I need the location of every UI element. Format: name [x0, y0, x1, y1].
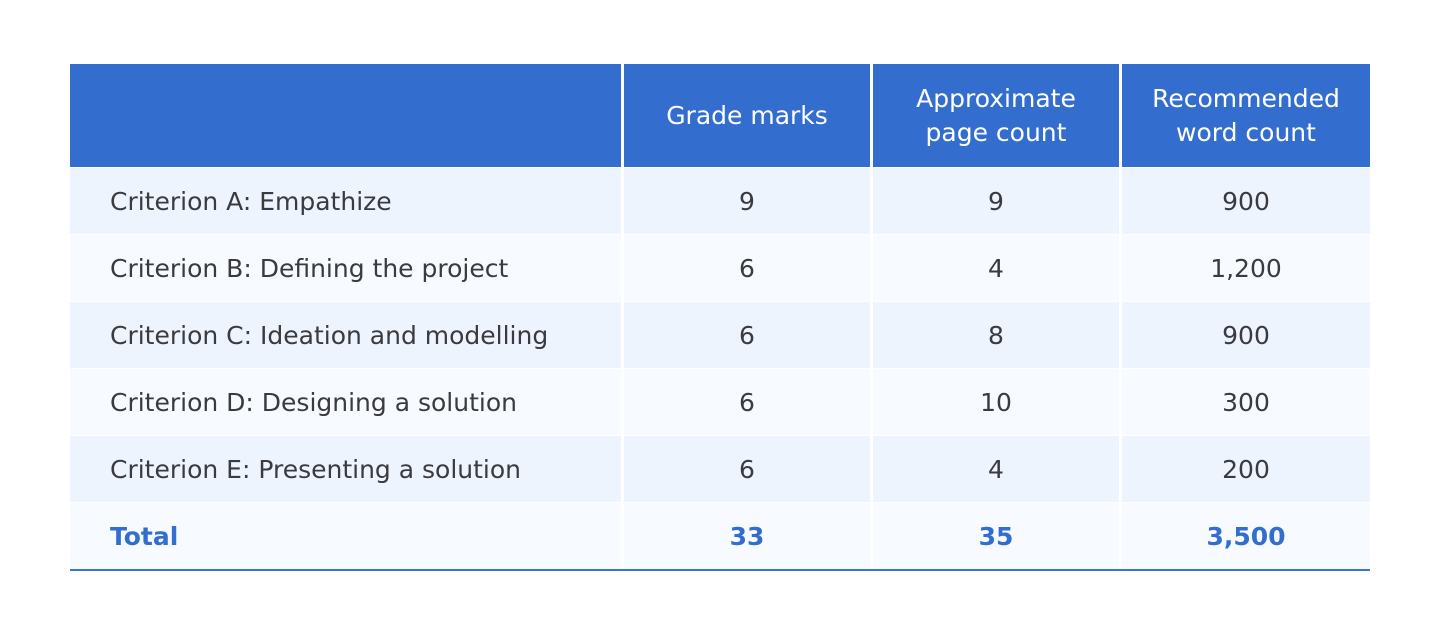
cell-grade-marks: 9	[624, 168, 870, 234]
cell-word-count: 1,200	[1122, 235, 1370, 301]
cell-grade-marks: 6	[624, 235, 870, 301]
total-page-count: 35	[873, 503, 1119, 569]
cell-grade-marks: 6	[624, 302, 870, 368]
cell-word-count: 300	[1122, 369, 1370, 435]
cell-grade-marks: 6	[624, 369, 870, 435]
total-grade-marks: 33	[624, 503, 870, 569]
cell-criterion: Criterion E: Presenting a solution	[70, 436, 621, 502]
cell-page-count: 8	[873, 302, 1119, 368]
total-word-count: 3,500	[1122, 503, 1370, 569]
cell-page-count: 4	[873, 235, 1119, 301]
cell-grade-marks: 6	[624, 436, 870, 502]
total-criterion: Total	[70, 503, 621, 569]
cell-word-count: 200	[1122, 436, 1370, 502]
cell-criterion: Criterion A: Empathize	[70, 168, 621, 234]
cell-criterion: Criterion C: Ideation and modelling	[70, 302, 621, 368]
header-page-count: Approximate page count	[873, 64, 1119, 167]
header-grade-marks: Grade marks	[624, 64, 870, 167]
cell-word-count: 900	[1122, 302, 1370, 368]
cell-criterion: Criterion D: Designing a solution	[70, 369, 621, 435]
cell-criterion: Criterion B: Defining the project	[70, 235, 621, 301]
cell-page-count: 4	[873, 436, 1119, 502]
cell-page-count: 9	[873, 168, 1119, 234]
header-criterion	[70, 64, 621, 167]
cell-word-count: 900	[1122, 168, 1370, 234]
criteria-table: Grade marks Approximate page count Recomme…	[70, 64, 1370, 571]
cell-page-count: 10	[873, 369, 1119, 435]
header-word-count: Recommended word count	[1122, 64, 1370, 167]
